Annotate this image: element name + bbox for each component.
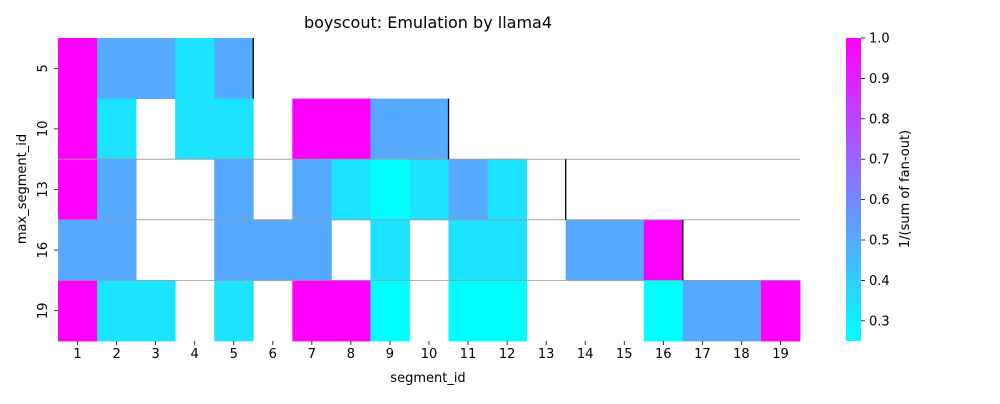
heatmap-cell [331, 280, 371, 342]
heatmap-cell [409, 98, 449, 160]
heatmap-cell [58, 98, 98, 160]
colorbar-tick-label: 1.0 [869, 32, 890, 47]
heatmap-cell [409, 159, 449, 221]
colorbar-tick-label: 0.4 [869, 274, 890, 289]
heatmap-cell [97, 98, 137, 160]
x-tick-label: 14 [577, 347, 594, 362]
colorbar-ticks: 0.3 0.4 0.5 0.6 0.7 0.8 0.9 1.0 [861, 32, 890, 329]
heatmap-cell [214, 219, 254, 281]
heatmap-cell [292, 98, 332, 160]
heatmap-cell [97, 159, 137, 221]
heatmap-cell [487, 280, 528, 342]
x-tick-label: 10 [421, 347, 438, 362]
x-tick-label: 8 [347, 347, 355, 362]
colorbar-tick-label: 0.9 [869, 72, 890, 87]
heatmap-cell [253, 219, 293, 281]
heatmap-cell [214, 38, 254, 99]
heatmap-cell [136, 38, 176, 99]
heatmap-cell [370, 219, 410, 281]
x-tick-label: 9 [386, 347, 394, 362]
heatmap-cell [682, 280, 723, 342]
heatmap-cell [58, 38, 98, 99]
heatmap-cell [565, 219, 606, 281]
heatmap-cell [58, 159, 98, 221]
x-tick-label: 1 [73, 347, 81, 362]
y-tick-label: 10 [36, 121, 51, 138]
colorbar-label: 1/(sum of fan-out) [898, 130, 913, 248]
y-axis-label: max_segment_id [15, 134, 30, 244]
heatmap-cell [292, 159, 332, 221]
x-tick-label: 5 [230, 347, 238, 362]
heatmap-cell [643, 219, 684, 281]
x-tick-label: 13 [538, 347, 555, 362]
y-tick-label: 13 [36, 181, 51, 198]
heatmap-cell [97, 219, 137, 281]
heatmap-cell [487, 219, 528, 281]
heatmap-cell [760, 280, 801, 342]
x-tick-label: 6 [269, 347, 277, 362]
segment-end-markers [252, 38, 684, 281]
heatmap-cell [292, 280, 332, 342]
x-tick-label: 3 [151, 347, 159, 362]
x-axis-label: segment_id [390, 371, 465, 386]
heatmap-cell [331, 98, 371, 160]
x-tick-label: 7 [308, 347, 316, 362]
heatmap-cell [643, 280, 684, 342]
heatmap-cell [448, 219, 488, 281]
heatmap-cell [331, 159, 371, 221]
x-tick-label: 17 [694, 347, 711, 362]
x-tick-label: 19 [772, 347, 789, 362]
x-tick-label: 12 [499, 347, 516, 362]
heatmap-cell [448, 280, 488, 342]
chart-title: boyscout: Emulation by llama4 [304, 13, 552, 32]
x-tick-label: 11 [460, 347, 477, 362]
heatmap-cell [175, 98, 215, 160]
x-tick-label: 15 [616, 347, 633, 362]
heatmap-cell [136, 280, 176, 342]
heatmap-cell [604, 219, 645, 281]
heatmap-cell [58, 219, 98, 281]
colorbar-tick-label: 0.7 [869, 153, 890, 168]
colorbar [846, 38, 861, 341]
heatmap-cell [97, 38, 137, 99]
heatmap-cell [448, 159, 488, 221]
colorbar-tick-label: 0.8 [869, 112, 890, 127]
heatmap-cell [487, 159, 528, 221]
heatmap-cell [214, 159, 254, 221]
y-tick-label: 16 [36, 242, 51, 259]
colorbar-tick-label: 0.3 [869, 314, 890, 329]
y-tick-label: 19 [36, 302, 51, 319]
heatmap-cell [370, 159, 410, 221]
heatmap-cell [97, 280, 137, 342]
y-tick-label: 5 [36, 64, 51, 72]
x-tick-label: 18 [733, 347, 750, 362]
y-axis-ticks: 5 10 13 16 19 [36, 64, 58, 319]
heatmap-cell [370, 280, 410, 342]
colorbar-tick-label: 0.5 [869, 234, 890, 249]
heatmap-cell [370, 98, 410, 160]
heatmap-cells [58, 38, 801, 342]
heatmap-cell [292, 219, 332, 281]
heatmap-cell [214, 280, 254, 342]
colorbar-tick-label: 0.6 [869, 193, 890, 208]
x-axis-ticks: 1 2 3 4 5 6 7 8 9 10 11 12 13 14 15 16 17 18 19 [73, 341, 789, 362]
heatmap-cell [721, 280, 762, 342]
heatmap-cell [58, 280, 98, 342]
x-tick-label: 4 [191, 347, 199, 362]
x-tick-label: 16 [655, 347, 672, 362]
heatmap-cell [214, 98, 254, 160]
row-separator-lines [58, 158, 800, 281]
x-tick-label: 2 [112, 347, 120, 362]
heatmap-cell [175, 38, 215, 99]
